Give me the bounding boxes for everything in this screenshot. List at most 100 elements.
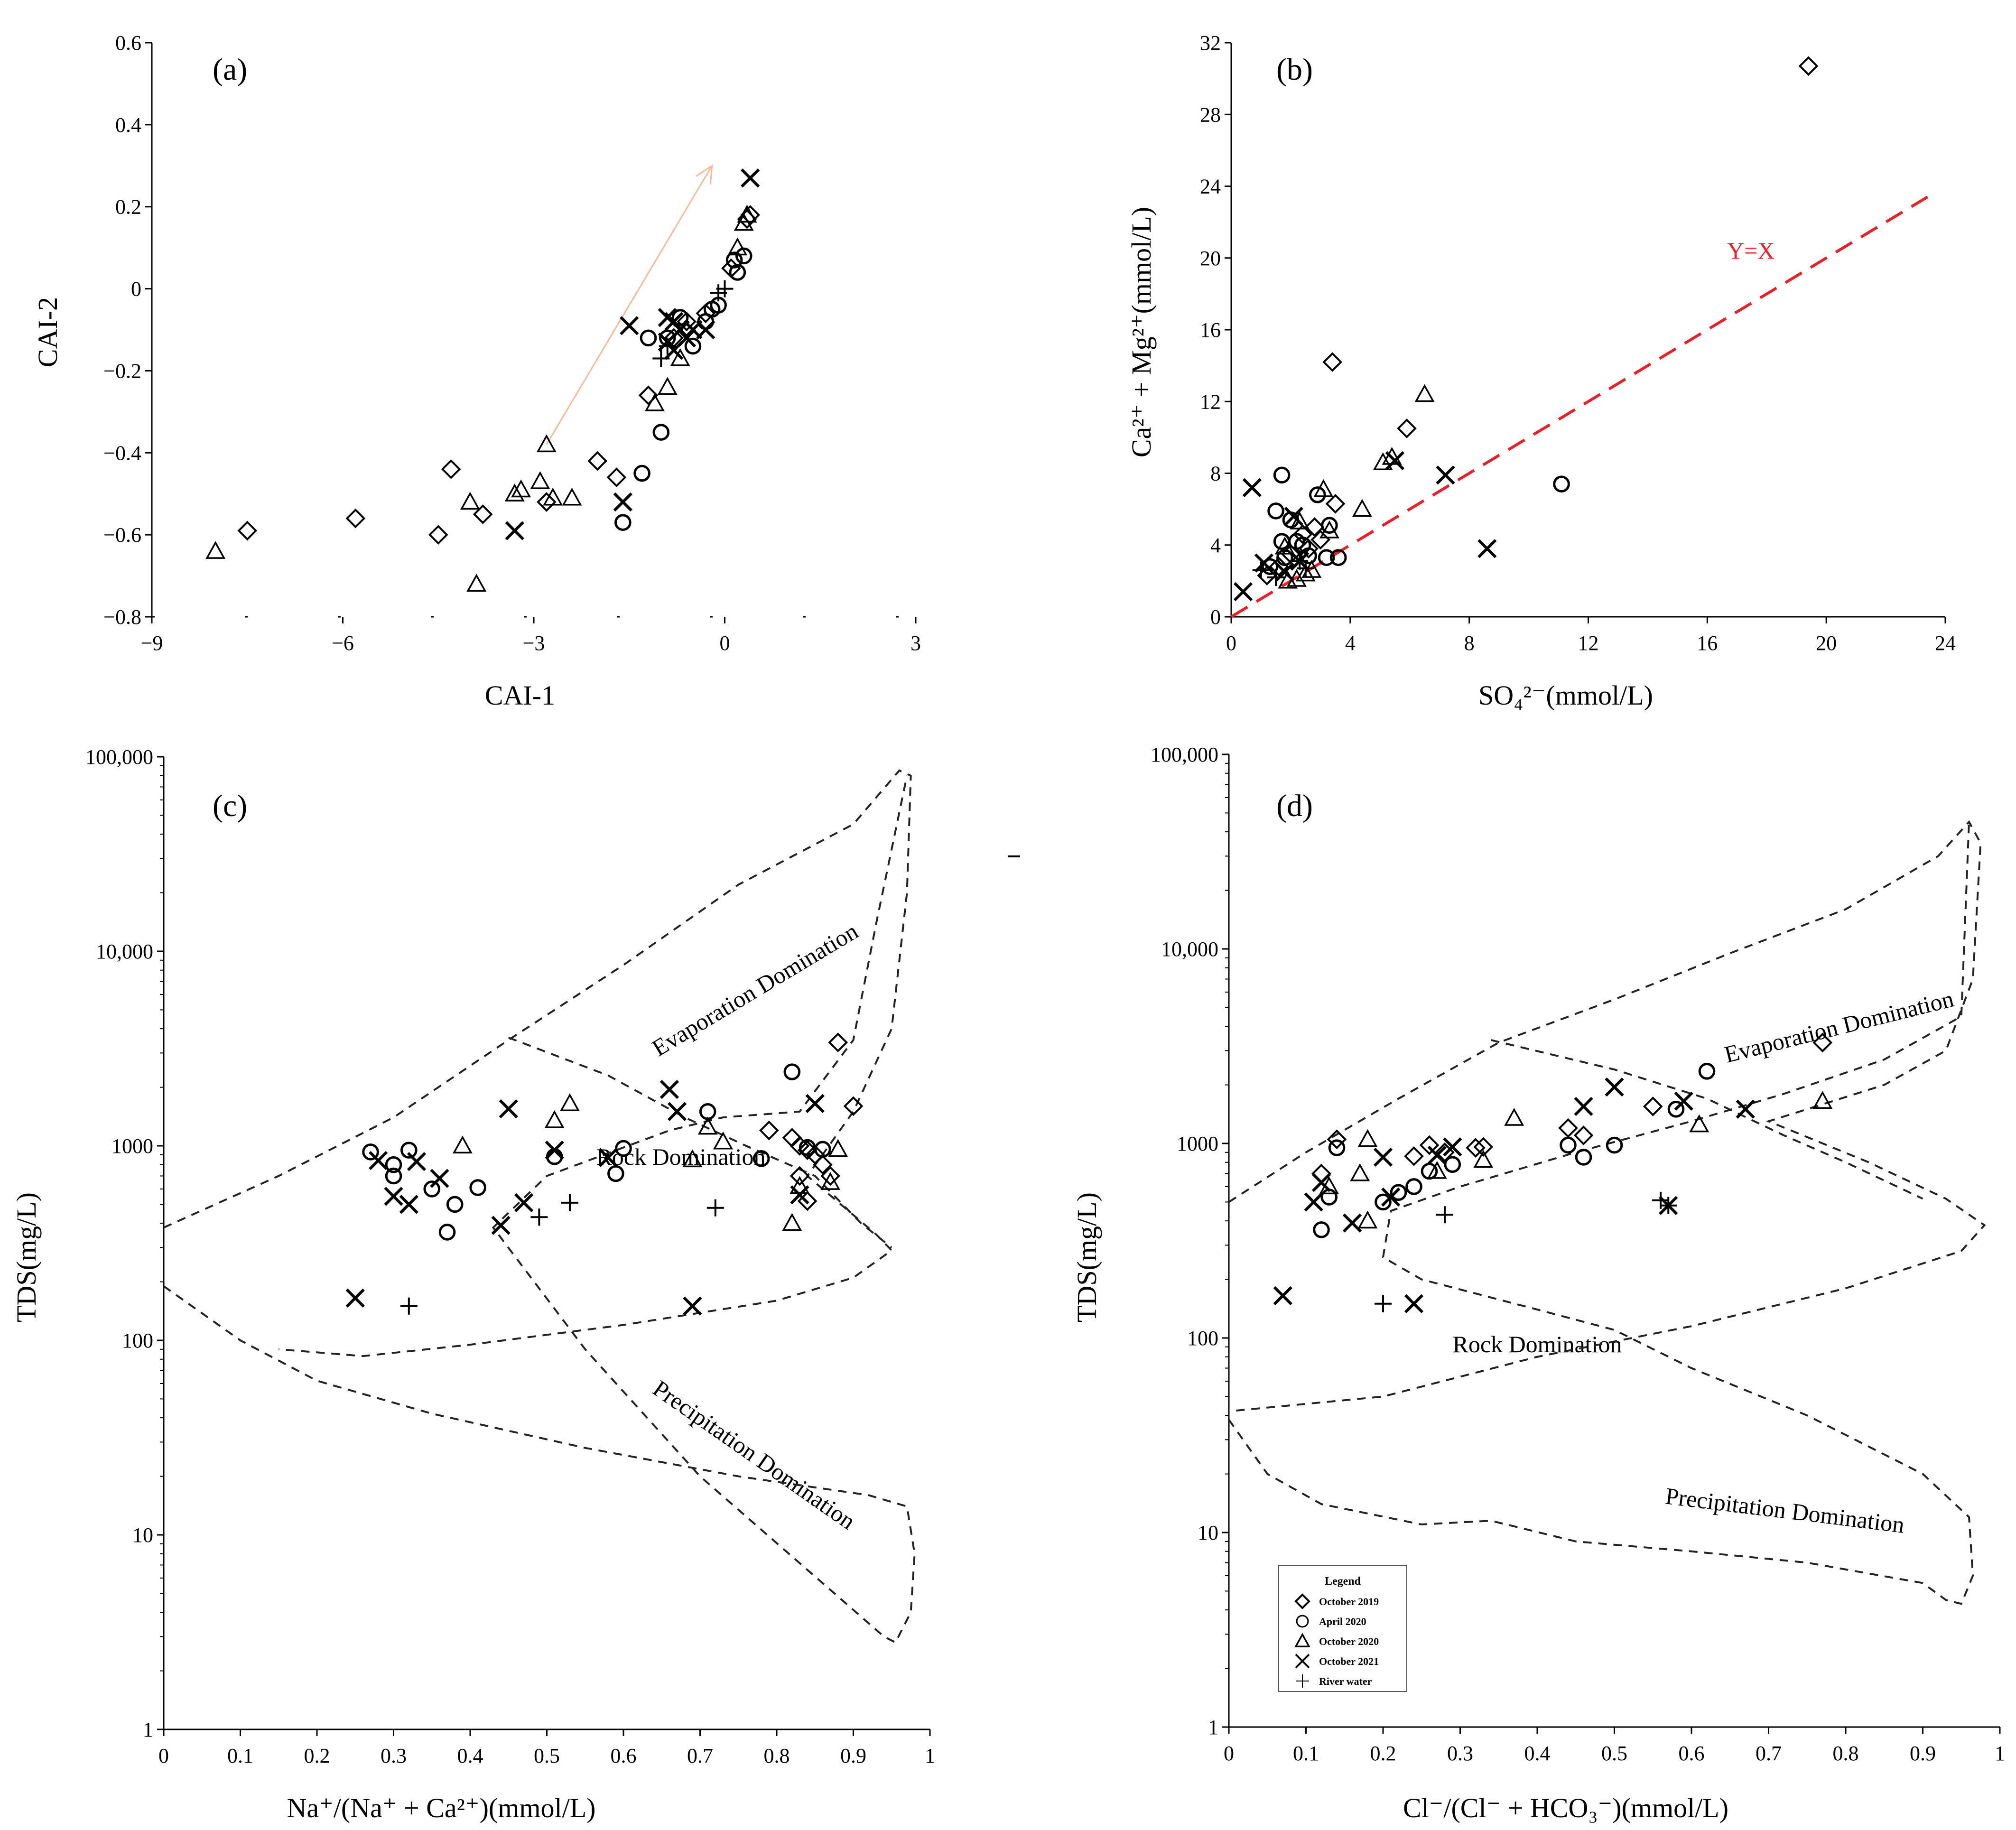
panel-c-point-river-water (706, 1199, 724, 1217)
panel-b-point-october-2021 (1436, 465, 1455, 485)
panel-c-xtick-label: 0.3 (381, 1744, 407, 1767)
legend-label-october-2021: October 2021 (1319, 1655, 1379, 1667)
panel-c-xtick-label: 0.5 (534, 1744, 560, 1767)
gibbs-boundary-curve (1228, 820, 1986, 1412)
panel-d-series-april-2020 (1313, 1063, 1716, 1238)
panel-c-xtick-label: 0.7 (687, 1744, 713, 1767)
panel-a-point-river-water (716, 280, 734, 297)
panel-c-series-october-2019 (759, 1032, 864, 1211)
panel-b-point-october-2019 (1304, 517, 1325, 537)
panel-d-point-october-2021 (1605, 1077, 1624, 1097)
panel-b-point-april-2020 (1276, 549, 1293, 567)
panel-c-point-october-2019 (843, 1096, 864, 1116)
legend-marker-april-2020 (1296, 1615, 1309, 1628)
legend-marker-october-2020 (1294, 1633, 1310, 1647)
panel-c-point-river-water (530, 1208, 548, 1226)
panel-b-line-label: Y=X (1727, 237, 1774, 264)
panel-a-xlabel: CAI-1 (485, 680, 555, 711)
panel-d-point-april-2020 (1575, 1149, 1592, 1166)
panel-a-cai-chart: (a) CAI-1 CAI-2 −9 −6 −3 0 3 −0.8 −0.6 −0.4 −0.2… (32, 31, 921, 711)
panel-d-ytick-label: 1 (1208, 1716, 1218, 1739)
panel-c-ytick-label: 100,000 (85, 745, 153, 769)
panel-a-ytick-label: −0.6 (103, 523, 141, 547)
panel-c-point-river-water (400, 1297, 418, 1315)
panel-a-point-october-2019 (638, 385, 659, 406)
panel-d-ytick-label: 10 (1198, 1521, 1218, 1544)
panel-b-xlabel: SO₄²⁻(mmol/L) (1478, 680, 1653, 711)
panel-c-point-october-2021 (805, 1094, 825, 1113)
panel-c-series-april-2020 (362, 1063, 831, 1241)
panel-d-point-october-2021 (1373, 1147, 1393, 1167)
panel-b-point-october-2019 (1325, 493, 1346, 514)
reference-line-y-equals-x (1230, 194, 1932, 618)
panel-b-point-october-2020 (1373, 452, 1393, 470)
panel-c-xlabel: Na⁺/(Na⁺ + Ca²⁺)(mmol/L) (287, 1793, 596, 1823)
panel-c-ytick-label: 10,000 (96, 940, 153, 963)
panel-b-point-april-2020 (1273, 533, 1291, 550)
panel-a-label: (a) (213, 52, 247, 87)
panel-b-point-october-2019 (1798, 56, 1819, 76)
panel-d-point-april-2020 (1405, 1178, 1422, 1195)
gibbs-boundary-curve (508, 1037, 892, 1248)
panel-c-point-october-2021 (660, 1079, 679, 1099)
panel-a-ytick-label: −0.8 (103, 605, 141, 629)
panel-b-point-october-2020 (1414, 384, 1435, 402)
panel-b-point-april-2020 (1309, 486, 1326, 503)
panel-c-point-october-2019 (790, 1166, 810, 1186)
panel-b-point-october-2021 (1284, 507, 1303, 526)
panel-a-point-october-2021 (613, 492, 632, 512)
panel-d-xtick-label: 0 (1224, 1742, 1234, 1765)
panel-b-xtick-label: 12 (1578, 632, 1599, 655)
panel-d-label: (d) (1276, 789, 1313, 823)
panel-b-xtick-label: 16 (1697, 632, 1718, 655)
panel-c-xtick-label: 0 (158, 1744, 169, 1767)
panel-b-point-october-2021 (1477, 539, 1497, 558)
panel-c-point-october-2021 (491, 1216, 511, 1235)
panel-b-point-october-2021 (1233, 582, 1253, 602)
panel-a-point-october-2020 (657, 377, 678, 395)
panel-c-point-april-2020 (362, 1143, 379, 1161)
panel-a-xtick-label: 0 (720, 632, 730, 655)
panel-c-point-october-2021 (430, 1169, 449, 1188)
panel-d-ytick-label: 100,000 (1151, 743, 1218, 766)
panel-d-point-river-water (1436, 1206, 1453, 1224)
panel-d-xtick-label: 1 (1995, 1742, 2005, 1765)
panel-a-xtick-label: −9 (141, 632, 163, 655)
panel-d-point-april-2020 (1698, 1063, 1716, 1080)
panel-c-point-october-2020 (452, 1135, 473, 1154)
panel-d-xtick-label: 0.9 (1910, 1742, 1936, 1765)
panel-b-point-april-2020 (1261, 558, 1279, 575)
panel-a-point-october-2021 (505, 521, 524, 540)
panel-a-point-october-2020 (511, 479, 531, 498)
panel-c-point-october-2021 (683, 1296, 702, 1316)
panel-c-point-april-2020 (438, 1224, 456, 1241)
panel-c-point-april-2020 (385, 1156, 402, 1173)
panel-a-point-october-2019 (473, 504, 493, 524)
panel-d-point-october-2019 (1404, 1146, 1424, 1166)
panel-c-point-october-2020 (828, 1139, 848, 1157)
panel-b-point-october-2019 (1397, 418, 1417, 438)
panel-d-series-river-water (1375, 1191, 1677, 1312)
panel-d-point-october-2021 (1574, 1096, 1593, 1116)
panel-d-xtick-label: 0.7 (1756, 1742, 1782, 1765)
legend-label-october-2019: October 2019 (1319, 1596, 1379, 1607)
panel-a-point-october-2020 (543, 487, 563, 506)
panel-a-point-october-2020 (466, 574, 487, 592)
panel-b-point-april-2020 (1300, 547, 1317, 565)
panel-b-ytick-label: 20 (1200, 247, 1221, 270)
panel-b-ytick-label: 8 (1210, 462, 1221, 485)
panel-c-ytick-label: 1000 (111, 1134, 153, 1158)
panel-b-series-river-water (1252, 552, 1314, 586)
panel-d-region-rock: Rock Domination (1453, 1331, 1622, 1357)
panel-b-point-october-2020 (1274, 536, 1295, 555)
panel-a-point-river-water (659, 337, 676, 355)
panel-c-point-april-2020 (385, 1167, 402, 1185)
gibbs-boundary-curve (1491, 1039, 1923, 1200)
panel-d-point-april-2020 (1313, 1221, 1330, 1238)
panel-a-point-october-2020 (205, 541, 226, 559)
panel-c-point-april-2020 (615, 1140, 632, 1157)
panel-a-point-april-2020 (684, 337, 702, 355)
panel-a-point-october-2020 (644, 393, 665, 411)
panel-b-ytick-label: 32 (1200, 31, 1221, 55)
panel-b-ytick-label: 16 (1200, 318, 1221, 342)
